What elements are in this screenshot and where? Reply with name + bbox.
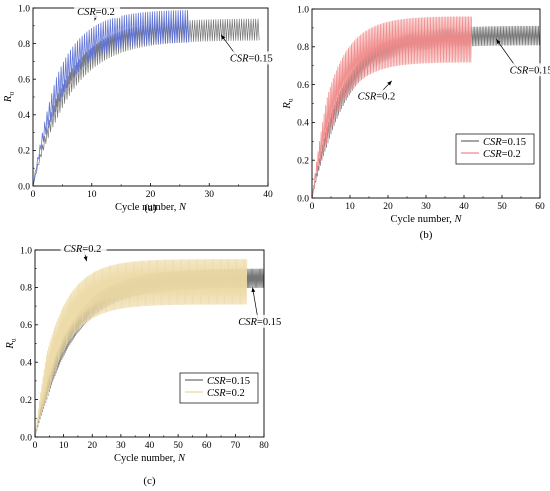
x-tick-label: 10: [345, 202, 355, 212]
x-tick-label: 10: [87, 190, 97, 200]
y-tick-label: 0.2: [20, 396, 32, 406]
annotation-arrowhead: [251, 287, 256, 293]
x-tick-label: 50: [173, 441, 183, 451]
annotation-arrowhead: [83, 256, 88, 262]
x-tick-label: 20: [383, 202, 393, 212]
x-axis-label: Cycle number, N: [115, 202, 187, 213]
x-axis-label: Cycle number, N: [114, 453, 186, 464]
x-tick-label: 40: [459, 202, 469, 212]
y-axis-label: Ru: [5, 338, 18, 349]
y-tick-label: 0.4: [18, 111, 30, 121]
annotation-bg: [354, 89, 401, 103]
y-tick-label: 0.2: [18, 147, 30, 157]
y-tick-label: 0.4: [20, 359, 32, 369]
annotation-bg: [226, 51, 273, 65]
series-group: [32, 9, 260, 187]
x-tick-label: 70: [231, 441, 241, 451]
legend-box: [455, 133, 535, 165]
series-line-csr-0-2: [311, 16, 472, 199]
legend-entry: CSR=0.15: [483, 137, 526, 148]
y-tick-label: 0.6: [297, 81, 309, 91]
panel-2: 0 10 20 30 40 50 60 0.0 0.2 0.4 0.6 0.8 1.0 Cycle num…: [282, 5, 550, 241]
y-tick-label: 0.6: [18, 76, 30, 86]
series-line-csr-0-15: [34, 268, 265, 438]
annotation-bg: [60, 241, 107, 255]
x-tick-label: 0: [310, 202, 315, 212]
x-tick-label: 40: [263, 190, 273, 200]
y-tick-label: 0.8: [297, 43, 309, 53]
x-tick-label: 0: [33, 441, 38, 451]
annotation-label: CSR=0.15: [230, 53, 273, 64]
panel-caption: (b): [420, 229, 433, 241]
y-tick-label: 0.6: [20, 321, 32, 331]
annotation-bg: [506, 63, 550, 77]
y-tick-label: 0.8: [18, 40, 30, 50]
x-tick-label: 10: [59, 441, 69, 451]
y-tick-label: 0.8: [20, 284, 32, 294]
x-tick-label: 60: [202, 441, 212, 451]
y-axis-label: Ru: [3, 92, 16, 103]
x-tick-label: 30: [421, 202, 431, 212]
series-group: [311, 16, 541, 199]
panel-caption: (a): [144, 202, 157, 214]
annotation-label: CSR=0.2: [77, 7, 115, 18]
x-tick-label: 50: [497, 202, 507, 212]
y-tick-label: 1.0: [18, 4, 30, 14]
y-tick-label: 1.0: [20, 246, 32, 256]
series-line-csr-0-15: [32, 18, 260, 187]
x-tick-label: 20: [146, 190, 156, 200]
series-line-csr-0-2: [32, 9, 190, 187]
annotation-arrowhead: [496, 39, 501, 45]
y-tick-label: 0.4: [297, 119, 309, 129]
legend-box: [179, 372, 259, 404]
y-tick-label: 1.0: [297, 5, 309, 15]
annotation-label: CSR=0.2: [64, 244, 102, 255]
annotation-label: CSR=0.15: [510, 65, 550, 76]
series-line-csr-0-15: [311, 25, 541, 199]
x-tick-label: 40: [145, 441, 155, 451]
annotation-arrowhead: [387, 80, 392, 86]
x-tick-label: 30: [116, 441, 126, 451]
legend-entry: CSR=0.15: [207, 376, 250, 387]
annotation-bg: [235, 314, 282, 328]
x-tick-label: 20: [88, 441, 98, 451]
series-line-csr-0-2: [34, 258, 248, 438]
panel-caption: (c): [143, 475, 156, 487]
series-group: [34, 258, 265, 438]
y-tick-label: 0.2: [297, 157, 309, 167]
legend-entry: CSR=0.2: [483, 149, 521, 160]
x-axis-label: Cycle number, N: [390, 214, 462, 225]
panel-3: 0 10 20 30 40 50 60 70 80 0.0 0.2 0.4 0.6 0.8 1.0 Cycle…: [5, 241, 282, 487]
x-tick-label: 30: [205, 190, 215, 200]
y-tick-label: 0.0: [297, 194, 309, 204]
x-tick-label: 80: [259, 441, 269, 451]
annotation-arrowhead: [221, 34, 226, 40]
x-tick-label: 0: [31, 190, 36, 200]
annotation-bg: [74, 5, 121, 19]
annotation-label: CSR=0.15: [238, 317, 281, 328]
y-axis-label: Ru: [282, 98, 295, 109]
panel-1: 0 10 20 30 40 0.0 0.2 0.4 0.6 0.8 1.0 Cycle number,…: [3, 4, 273, 214]
y-tick-label: 0.0: [20, 433, 32, 443]
annotation-label: CSR=0.2: [358, 92, 396, 103]
y-tick-label: 0.0: [18, 182, 30, 192]
legend-entry: CSR=0.2: [207, 388, 245, 399]
x-tick-label: 60: [535, 202, 545, 212]
